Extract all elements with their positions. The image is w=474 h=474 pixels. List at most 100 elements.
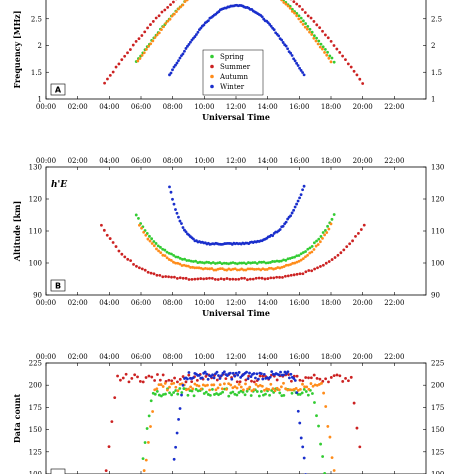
data-point-summer [104, 469, 108, 473]
data-point-summer [250, 379, 253, 383]
data-point-spring [154, 242, 158, 245]
data-point-autumn [299, 258, 303, 262]
data-point-spring [238, 261, 242, 265]
data-point-autumn [299, 20, 303, 24]
x-tick-label-top: 08:00 [163, 353, 183, 361]
data-point-winter [298, 66, 301, 70]
data-point-autumn [287, 263, 290, 267]
data-point-autumn [277, 388, 281, 392]
data-point-summer [349, 65, 353, 69]
y-tick-label-right: 90 [431, 292, 440, 300]
x-tick-label: 14:00 [258, 103, 278, 111]
data-point-autumn [282, 265, 286, 268]
data-point-summer [170, 275, 173, 279]
data-point-summer [124, 372, 128, 376]
data-point-summer [336, 253, 340, 257]
data-point-summer [164, 275, 168, 278]
data-point-spring [227, 262, 231, 266]
data-point-summer [316, 266, 319, 270]
data-point-autumn [199, 387, 203, 391]
data-point-spring [159, 245, 162, 249]
data-point-autumn [208, 388, 212, 392]
data-point-winter [222, 370, 226, 374]
data-point-summer [140, 267, 144, 271]
data-point-summer [359, 228, 363, 231]
data-point-summer [117, 62, 121, 66]
data-point-autumn [248, 267, 252, 271]
y-tick-label-right: 150 [431, 426, 444, 434]
x-tick-label: 08:00 [163, 299, 183, 307]
data-point-winter [177, 417, 180, 421]
data-point-autumn [157, 31, 161, 35]
y-tick-label-right: 1.5 [431, 69, 442, 77]
data-point-winter [177, 215, 180, 219]
data-point-spring [192, 260, 195, 263]
data-point-summer [102, 228, 106, 232]
data-point-summer [228, 277, 232, 281]
data-point-autumn [183, 0, 187, 3]
data-point-spring [268, 261, 272, 264]
data-point-spring [310, 244, 314, 248]
data-point-summer [335, 373, 339, 377]
data-point-autumn [327, 56, 331, 60]
data-point-autumn [212, 383, 216, 387]
data-point-winter [289, 214, 293, 218]
data-point-spring [178, 387, 182, 390]
data-point-spring [301, 251, 305, 254]
data-point-summer [307, 376, 310, 380]
data-point-autumn [263, 268, 267, 271]
data-point-winter [220, 374, 223, 378]
data-point-autumn [159, 383, 163, 386]
data-point-summer [254, 276, 258, 280]
data-point-spring [192, 394, 196, 398]
data-point-spring [150, 237, 154, 241]
data-point-spring [288, 4, 292, 8]
data-point-spring [310, 30, 314, 34]
data-point-winter [171, 197, 174, 201]
data-point-summer [208, 276, 211, 280]
data-point-autumn [216, 386, 220, 390]
data-point-spring [219, 392, 222, 396]
data-point-autumn [244, 382, 247, 386]
data-point-winter [284, 44, 288, 48]
data-point-autumn [178, 262, 182, 266]
data-point-autumn [174, 261, 178, 265]
data-point-spring [176, 392, 180, 396]
data-point-summer [339, 251, 343, 255]
data-point-autumn [168, 17, 172, 21]
data-point-winter [178, 407, 182, 410]
y-tick-label: 2 [38, 42, 42, 50]
data-point-autumn [229, 268, 233, 272]
data-point-summer [248, 277, 252, 281]
data-point-spring [288, 257, 292, 260]
y-tick-label: 1.5 [31, 69, 42, 77]
data-point-autumn [252, 267, 256, 271]
data-point-summer [143, 30, 147, 34]
data-point-autumn [155, 387, 159, 391]
data-point-summer [163, 8, 167, 12]
data-point-autumn [179, 5, 183, 9]
data-point-winter [189, 40, 192, 44]
data-point-summer [313, 267, 317, 271]
data-point-winter [200, 376, 204, 380]
data-point-winter [228, 371, 232, 375]
data-point-spring [306, 393, 310, 397]
data-point-autumn [167, 258, 171, 261]
panel-letter: A [55, 86, 62, 95]
data-point-spring [189, 259, 193, 263]
data-point-spring [200, 261, 204, 264]
data-point-winter [212, 376, 216, 380]
data-point-summer [158, 273, 162, 277]
x-tick-label: 06:00 [131, 103, 151, 111]
y-tick-label: 150 [29, 426, 42, 434]
data-point-autumn [275, 386, 279, 390]
data-point-winter [205, 372, 209, 376]
legend-entry-winter: Winter [220, 83, 245, 91]
data-point-autumn [288, 6, 292, 10]
data-point-summer [338, 51, 342, 54]
data-point-spring [279, 259, 283, 263]
data-point-summer [114, 245, 118, 248]
data-point-spring [236, 262, 239, 266]
data-point-summer [128, 48, 132, 51]
